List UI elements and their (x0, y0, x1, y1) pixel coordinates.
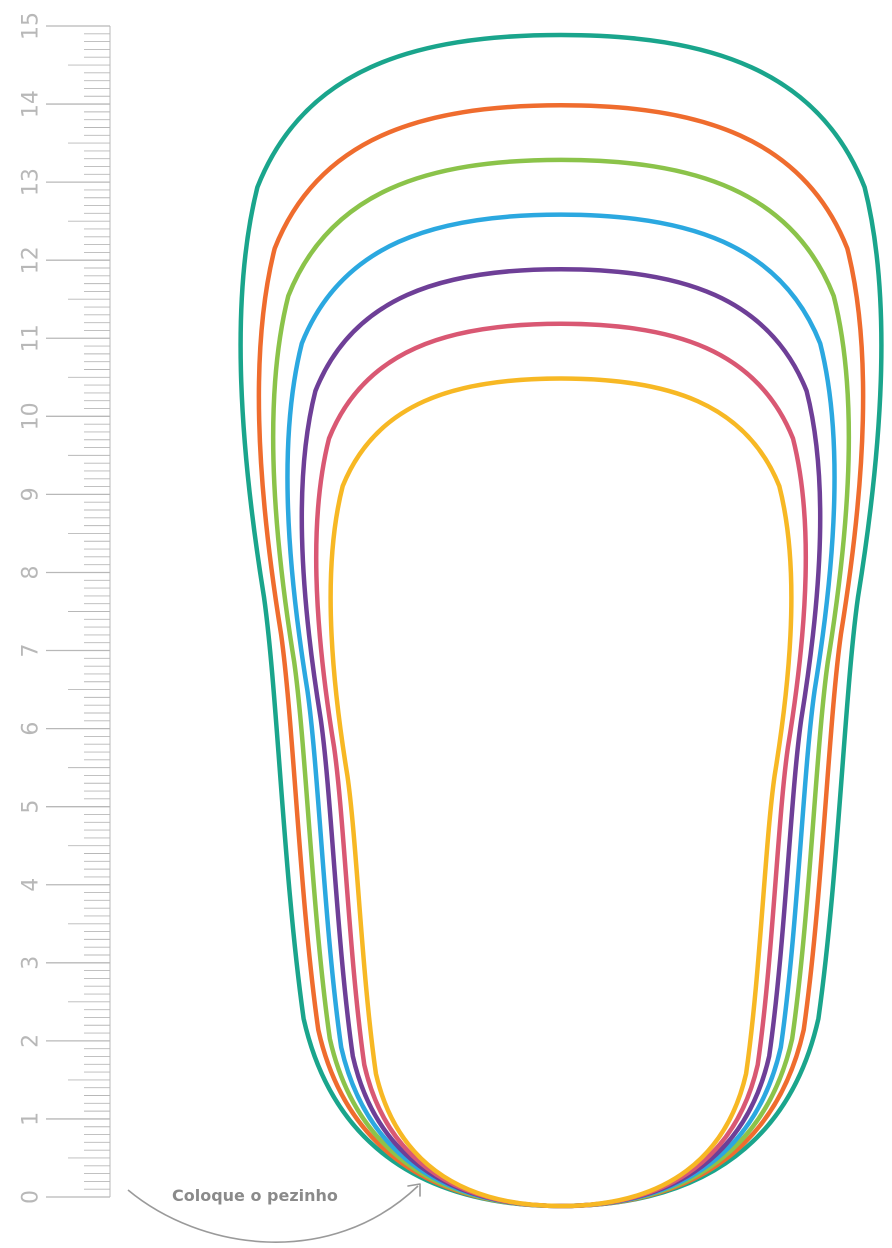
foot-outline-1 (238, 32, 884, 1209)
ruler-label: 1 (19, 1112, 44, 1126)
foot-outline-6 (313, 321, 809, 1209)
ruler-label: 8 (19, 565, 44, 579)
foot-outline-5 (299, 266, 823, 1209)
ruler-label: 15 (19, 12, 44, 40)
ruler-label: 4 (19, 878, 44, 892)
ruler-label: 13 (19, 168, 44, 196)
foot-outline-2 (256, 103, 866, 1209)
ruler-label: 6 (19, 722, 44, 736)
ruler-label: 2 (19, 1034, 44, 1048)
placement-hint: Coloque o pezinho (127, 1183, 421, 1243)
ruler-label: 0 (19, 1190, 44, 1204)
ruler-label: 5 (19, 800, 44, 814)
ruler-label: 12 (19, 246, 44, 274)
foot-outline-3 (270, 157, 852, 1209)
foot-outlines (238, 32, 884, 1209)
ruler-label: 14 (19, 90, 44, 118)
ruler-label: 3 (19, 956, 44, 970)
ruler-label: 11 (19, 324, 44, 352)
arrow-head-icon (407, 1183, 421, 1197)
ruler-label: 9 (19, 487, 44, 501)
foot-outline-4 (285, 212, 837, 1209)
curved-arrow-icon (127, 1185, 419, 1243)
foot-outline-7 (328, 376, 794, 1209)
hint-label: Coloque o pezinho (172, 1186, 338, 1205)
ruler-label: 7 (19, 644, 44, 658)
ruler-label: 10 (19, 402, 44, 430)
